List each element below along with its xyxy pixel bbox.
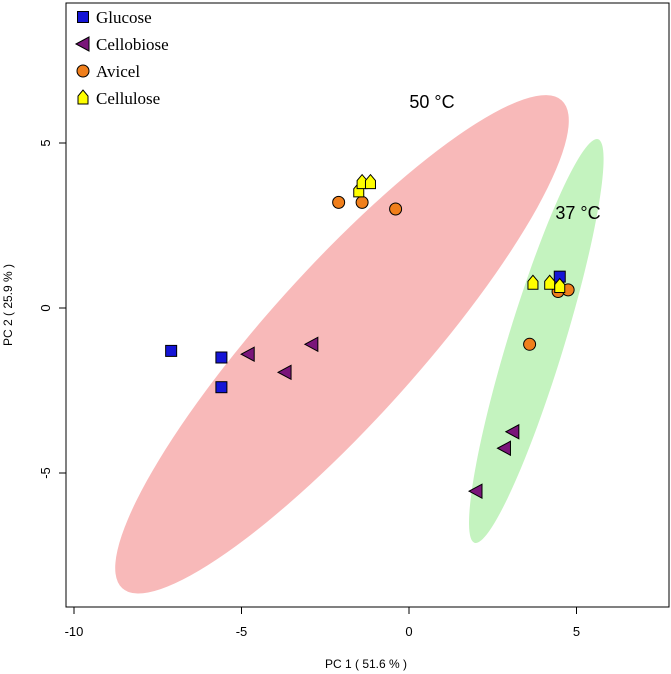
- legend-marker-cellobiose: [74, 36, 90, 52]
- point-avicel: [332, 195, 346, 209]
- legend-marker-cellulose: [77, 89, 89, 105]
- legend-marker-avicel: [76, 64, 90, 78]
- y-tick-label: 0: [38, 304, 53, 311]
- x-axis-title: PC 1 ( 51.6 % ): [325, 657, 407, 671]
- y-tick-label: -5: [38, 467, 53, 479]
- point-avicel: [355, 195, 369, 209]
- legend: Glucose Cellobiose Avicel Cellulose: [74, 8, 169, 108]
- group-ellipses: [115, 95, 604, 594]
- point-cellulose: [527, 274, 539, 290]
- series-glucose: [165, 270, 566, 394]
- legend-label-cellulose: Cellulose: [96, 89, 160, 108]
- legend-label-cellobiose: Cellobiose: [96, 35, 169, 54]
- x-axis: -10 -5 0 5: [65, 606, 580, 639]
- y-axis: -5 0 5: [38, 139, 67, 479]
- point-cellobiose: [276, 364, 292, 381]
- group-ellipse-37-c: [469, 139, 604, 543]
- point-cellulose: [544, 274, 556, 290]
- point-cellobiose: [303, 336, 319, 353]
- legend-marker-glucose: [77, 11, 89, 23]
- x-tick-label: -5: [236, 624, 248, 639]
- series-cellobiose: [240, 336, 520, 499]
- x-tick-label: -10: [65, 624, 84, 639]
- point-avicel: [523, 337, 537, 351]
- point-cellobiose: [504, 423, 520, 440]
- x-tick-label: 5: [573, 624, 580, 639]
- data-points: [165, 173, 575, 499]
- y-axis-title: PC 2 ( 25.9 % ): [1, 264, 15, 346]
- legend-label-avicel: Avicel: [96, 62, 140, 81]
- x-tick-label: 0: [405, 624, 412, 639]
- y-tick-label: 5: [38, 139, 53, 146]
- point-avicel: [389, 202, 403, 216]
- point-cellobiose: [496, 440, 511, 457]
- point-cellobiose: [240, 346, 255, 363]
- point-glucose: [215, 351, 228, 364]
- point-glucose: [215, 381, 228, 394]
- group-ellipse-50-c: [115, 95, 569, 594]
- series-cellulose: [353, 173, 566, 294]
- group-label-50-c: 50 °C: [409, 92, 454, 112]
- point-glucose: [165, 344, 178, 357]
- group-label-37-c: 37 °C: [555, 203, 600, 223]
- point-cellobiose: [467, 483, 483, 499]
- group-labels: 50 °C 37 °C: [409, 92, 600, 223]
- legend-label-glucose: Glucose: [96, 8, 152, 27]
- point-cellulose: [554, 277, 566, 294]
- point-cellulose: [364, 173, 376, 190]
